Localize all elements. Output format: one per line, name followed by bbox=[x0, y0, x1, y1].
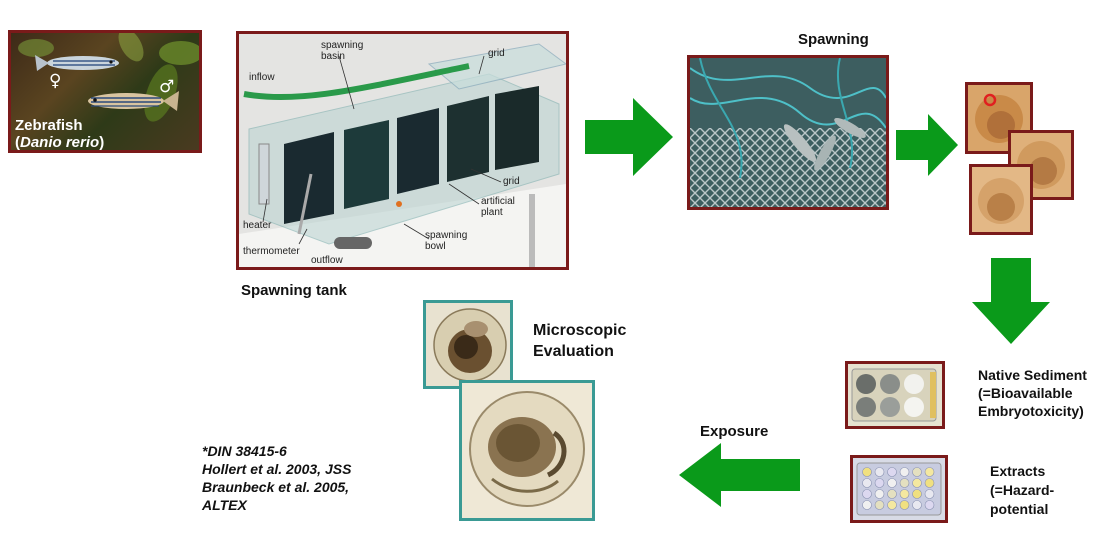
plate-well bbox=[912, 467, 922, 477]
zebrafish-photo: ♀ ♂ Zebrafish (Danio rerio) bbox=[8, 30, 202, 153]
spawning-tank-caption: Spawning tank bbox=[241, 282, 347, 299]
reference-line3: Braunbeck et al. 2005, bbox=[202, 479, 350, 495]
zebrafish-species: (Danio rerio) bbox=[15, 134, 105, 151]
plate-well bbox=[899, 500, 910, 510]
species-open-paren: ( bbox=[15, 134, 20, 151]
embryo-photo-3 bbox=[969, 164, 1033, 235]
plate-well bbox=[924, 489, 935, 499]
spawning-title: Spawning bbox=[798, 31, 869, 48]
fish-female bbox=[35, 55, 119, 71]
species-name: Danio rerio bbox=[20, 134, 100, 151]
zebrafish-title: Zebrafish bbox=[15, 117, 83, 134]
plate-well bbox=[874, 467, 885, 477]
plate-well bbox=[924, 478, 935, 488]
plate-well bbox=[899, 489, 910, 499]
references: *DIN 38415-6 Hollert et al. 2003, JSS Br… bbox=[202, 442, 351, 514]
label-grid-top: grid bbox=[488, 48, 505, 59]
plate-well bbox=[899, 467, 910, 477]
label-spawning-bowl: spawning bowl bbox=[425, 230, 468, 252]
plate-well bbox=[924, 467, 935, 477]
species-close-paren: ) bbox=[99, 134, 105, 151]
reference-line1: *DIN 38415-6 bbox=[202, 443, 287, 459]
arrow-down bbox=[972, 258, 1050, 344]
native-sediment-label: Native Sediment (=Bioavailable Embryotox… bbox=[978, 366, 1087, 420]
plate-well bbox=[912, 489, 922, 499]
24-well-plate bbox=[856, 462, 942, 516]
embryo-illustration-3 bbox=[978, 178, 1024, 224]
spawning-photo bbox=[687, 55, 889, 210]
zebrafish-illustration bbox=[18, 33, 199, 122]
microscopic-line1: Microscopic bbox=[533, 322, 627, 339]
plate-well bbox=[874, 500, 885, 510]
arrow-left-exposure bbox=[679, 443, 800, 507]
reference-line4: ALTEX bbox=[202, 497, 247, 513]
extracts-plate-photo bbox=[850, 455, 948, 523]
plate-well bbox=[874, 489, 885, 499]
label-thermometer: thermometer bbox=[243, 246, 300, 257]
microscopic-photo-1 bbox=[423, 300, 513, 389]
female-symbol: ♀ bbox=[49, 71, 62, 91]
arrow-right-1 bbox=[585, 98, 673, 176]
spawning-net-illustration bbox=[690, 58, 886, 207]
label-grid: grid bbox=[503, 176, 520, 187]
label-heater: heater bbox=[243, 220, 272, 231]
plate-well bbox=[887, 478, 897, 488]
label-outflow: outflow bbox=[311, 255, 343, 266]
microscopic-line2: Evaluation bbox=[533, 343, 614, 360]
embryo-micro-2 bbox=[469, 391, 585, 507]
extracts-label: Extracts (=Hazard- potential bbox=[990, 462, 1054, 519]
extracts-line2: (=Hazard- bbox=[990, 482, 1055, 498]
plate-well bbox=[924, 500, 935, 510]
exposure-label: Exposure bbox=[700, 423, 769, 440]
plate-well bbox=[862, 489, 872, 499]
arrow-right-2 bbox=[896, 114, 958, 176]
native-sediment-line1: Native Sediment bbox=[978, 367, 1087, 383]
reference-line2: Hollert et al. 2003, JSS bbox=[202, 461, 352, 477]
plate-well bbox=[862, 478, 872, 488]
spawning-tank-photo: inflow spawning basin grid grid artifici… bbox=[236, 31, 569, 270]
extracts-line3: potential bbox=[990, 501, 1049, 517]
six-well-plate bbox=[851, 368, 937, 422]
male-symbol: ♂ bbox=[159, 77, 175, 97]
tank-illustration bbox=[239, 34, 566, 267]
plate-well bbox=[862, 500, 872, 510]
label-artificial-plant: artificial plant bbox=[481, 196, 515, 218]
plate-well bbox=[912, 500, 922, 510]
plate-well bbox=[887, 489, 897, 499]
native-sediment-line2: (=Bioavailable bbox=[978, 385, 1073, 401]
extracts-line1: Extracts bbox=[990, 463, 1046, 479]
plate-well bbox=[862, 467, 872, 477]
plate-well bbox=[874, 478, 885, 488]
microscopic-label: Microscopic Evaluation bbox=[533, 320, 626, 362]
plate-well bbox=[899, 478, 910, 488]
fish-male bbox=[88, 91, 179, 111]
native-sediment-plate-photo bbox=[845, 361, 945, 429]
plate-well bbox=[887, 500, 897, 510]
microscopic-photo-2 bbox=[459, 380, 595, 521]
plate-well bbox=[912, 478, 922, 488]
label-spawning-basin: spawning basin bbox=[321, 40, 364, 62]
embryo-micro-1 bbox=[433, 308, 507, 382]
label-inflow: inflow bbox=[249, 72, 275, 83]
plate-well bbox=[887, 467, 897, 477]
native-sediment-line3: Embryotoxicity) bbox=[978, 403, 1084, 419]
